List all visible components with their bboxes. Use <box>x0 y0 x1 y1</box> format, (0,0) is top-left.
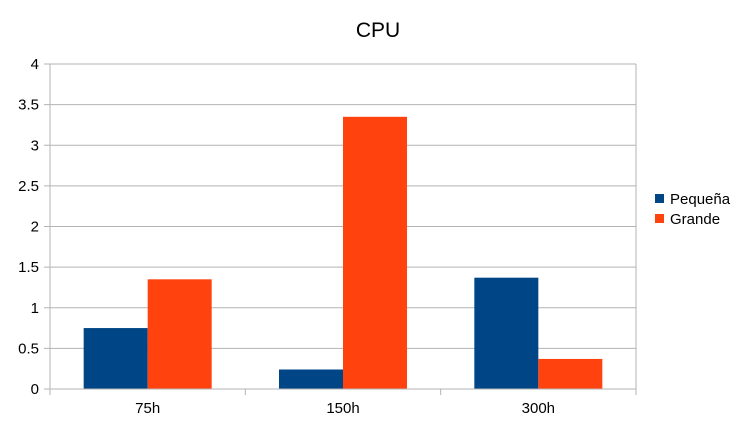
x-tick-label-2: 300h <box>522 400 555 417</box>
y-tick-label-6: 3 <box>31 137 39 154</box>
bar-75h-0 <box>83 328 148 389</box>
bar-300h-0 <box>474 277 539 389</box>
bar-300h-1 <box>538 358 603 389</box>
chart-title: CPU <box>356 19 400 42</box>
legend-label-0: Pequeña <box>670 191 731 208</box>
legend-swatch-1 <box>655 214 664 223</box>
bar-75h-1 <box>147 279 212 389</box>
legend: Pequeña Grande <box>655 191 731 228</box>
y-tick-label-3: 1.5 <box>18 259 39 276</box>
y-tick-label-4: 2 <box>31 219 39 236</box>
y-tick-label-0: 0 <box>31 381 39 398</box>
x-axis-ticks: 75h 150h 300h <box>135 400 555 417</box>
y-tick-label-1: 0.5 <box>18 340 39 357</box>
bar-150h-0 <box>279 369 343 389</box>
legend-label-1: Grande <box>670 211 720 228</box>
y-tick-label-2: 1 <box>31 300 39 317</box>
y-axis-ticks: 0 0.5 1 1.5 2 2.5 3 3.5 4 <box>18 56 39 398</box>
bars <box>83 116 603 389</box>
axes <box>49 64 637 395</box>
y-tick-label-7: 3.5 <box>18 97 39 114</box>
bar-150h-1 <box>343 116 407 389</box>
y-tick-label-5: 2.5 <box>18 178 39 195</box>
y-tick-label-8: 4 <box>31 56 39 73</box>
legend-swatch-0 <box>655 194 664 203</box>
x-tick-label-1: 150h <box>326 400 359 417</box>
x-tick-label-0: 75h <box>135 400 160 417</box>
